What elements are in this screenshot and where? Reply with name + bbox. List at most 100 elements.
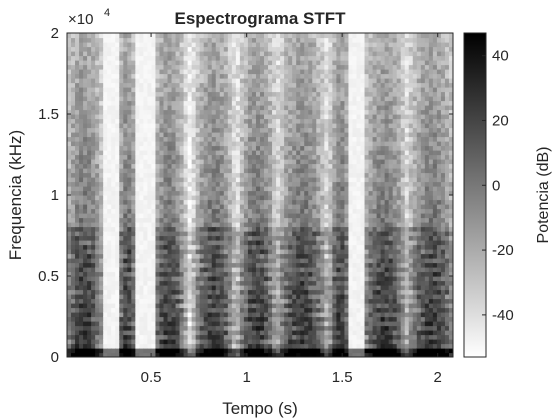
heatmap-cell [292,343,297,349]
heatmap-cell [123,177,128,183]
heatmap-cell [260,172,265,178]
heatmap-cell [276,195,281,201]
heatmap-cell [288,118,293,124]
heatmap-cell [151,285,157,291]
heatmap-cell [143,181,149,187]
heatmap-cell [183,145,189,151]
heatmap-cell [131,240,136,246]
heatmap-cell [151,42,157,48]
heatmap-cell [123,141,128,147]
heatmap-cell [272,123,277,129]
heatmap-cell [328,267,333,273]
heatmap-cell [167,348,173,354]
heatmap-cell [127,343,132,349]
heatmap-cell [308,303,313,309]
heatmap-cell [199,132,205,138]
heatmap-cell [111,253,116,259]
heatmap-cell [324,168,329,174]
heatmap-cell [328,208,333,214]
heatmap-cell [167,150,173,156]
heatmap-cell [159,298,165,304]
heatmap-cell [159,280,165,286]
heatmap-cell [243,168,249,174]
heatmap-cell [247,87,253,93]
heatmap-cell [135,348,140,354]
heatmap-cell [151,280,157,286]
heatmap-cell [227,303,233,309]
heatmap-cell [268,204,273,210]
heatmap-cell [324,123,329,129]
heatmap-cell [75,325,80,331]
heatmap-cell [75,150,80,156]
heatmap-cell [251,37,257,43]
heatmap-cell [308,172,313,178]
heatmap-cell [87,163,92,169]
heatmap-cell [288,343,293,349]
heatmap-cell [260,199,265,205]
heatmap-cell [67,105,72,111]
heatmap-cell [79,64,84,70]
heatmap-cell [280,190,285,196]
heatmap-cell [99,82,104,88]
heatmap-cell [215,244,221,250]
heatmap-cell [95,235,100,241]
heatmap-cell [344,271,350,277]
heatmap-cell [95,348,100,354]
heatmap-cell [328,231,333,237]
heatmap-cell [103,96,108,102]
heatmap-cell [231,172,237,178]
heatmap-cell [171,348,177,354]
heatmap-cell [280,199,285,205]
heatmap-cell [187,163,193,169]
heatmap-cell [268,82,273,88]
heatmap-cell [95,100,100,106]
heatmap-cell [292,55,297,61]
heatmap-cell [328,294,333,300]
heatmap-cell [255,280,261,286]
heatmap-cell [296,145,301,151]
heatmap-cell [264,42,269,48]
heatmap-cell [135,109,140,115]
heatmap-cell [195,289,201,295]
heatmap-cell [135,136,140,142]
heatmap-cell [276,298,281,304]
heatmap-cell [344,294,350,300]
heatmap-cell [75,330,80,336]
heatmap-cell [235,82,241,88]
heatmap-cell [320,172,325,178]
heatmap-cell [127,177,132,183]
heatmap-cell [159,267,165,273]
heatmap-cell [211,285,217,291]
heatmap-cell [336,330,342,336]
heatmap-cell [247,42,253,48]
heatmap-cell [143,307,149,313]
heatmap-cell [111,181,116,187]
heatmap-cell [123,271,128,277]
heatmap-cell [95,262,100,268]
heatmap-cell [215,51,221,57]
heatmap-cell [219,132,225,138]
heatmap-cell [308,136,313,142]
heatmap-cell [235,208,241,214]
heatmap-cell [79,222,84,228]
heatmap-cell [223,226,229,232]
heatmap-cell [119,289,124,295]
heatmap-cell [199,123,205,129]
heatmap-cell [292,51,297,57]
heatmap-cell [272,253,277,259]
heatmap-cell [159,123,165,129]
heatmap-cell [147,51,153,57]
heatmap-cell [207,114,213,120]
heatmap-cell [203,280,209,286]
heatmap-cell [119,114,124,120]
heatmap-cell [300,330,305,336]
heatmap-cell [99,249,104,255]
heatmap-cell [107,294,112,300]
heatmap-cell [296,118,301,124]
heatmap-cell [135,280,140,286]
heatmap-cell [179,303,185,309]
heatmap-cell [203,114,209,120]
heatmap-cell [308,204,313,210]
heatmap-cell [268,213,273,219]
heatmap-cell [328,271,333,277]
